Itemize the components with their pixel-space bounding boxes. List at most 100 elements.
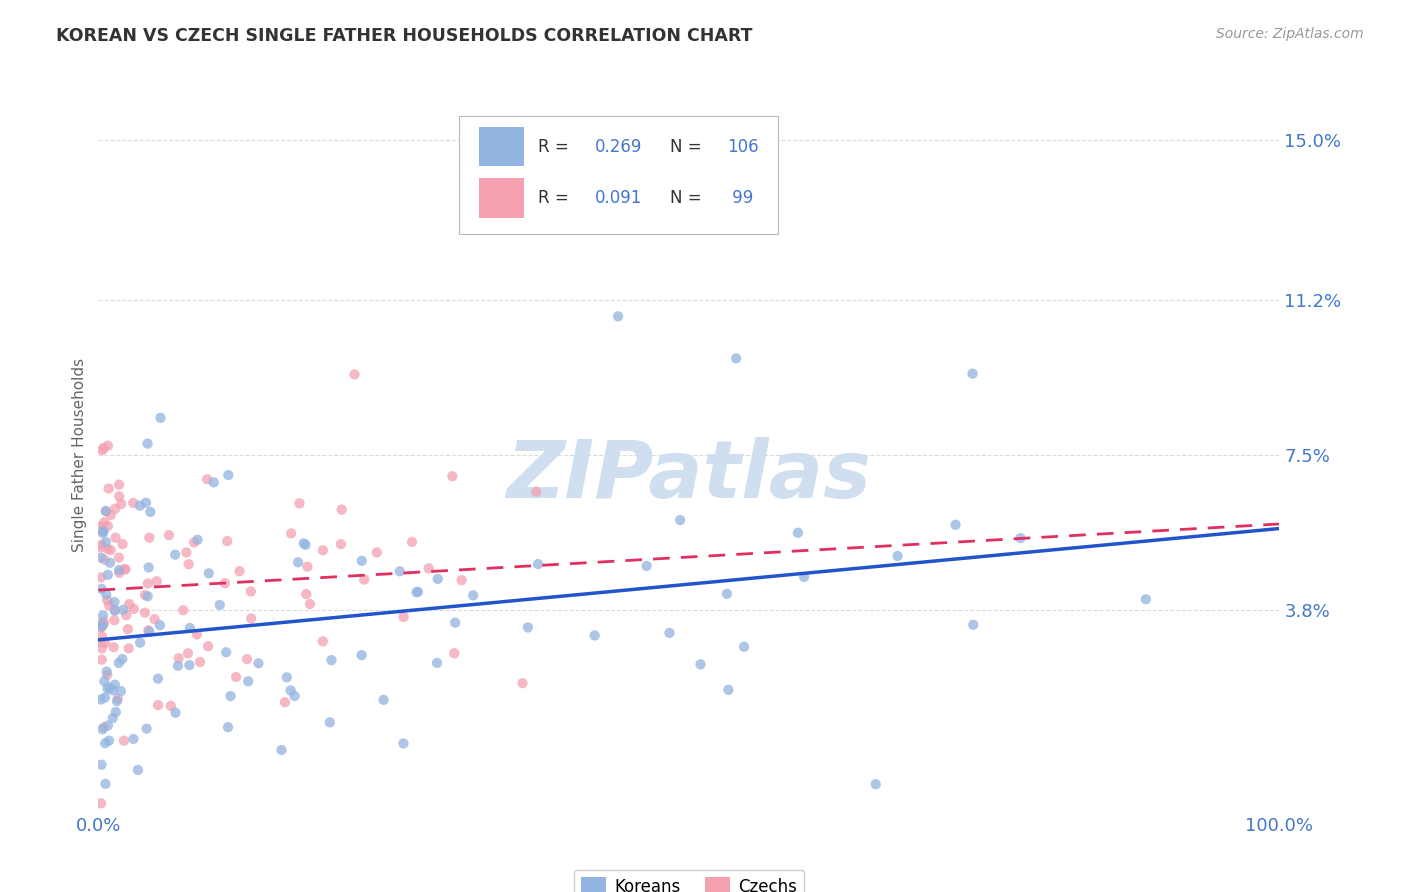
Point (97, 439, 120, 453)
Point (135, 496, 157, 510)
Point (127, 763, 149, 777)
Point (103, 613, 125, 627)
Point (669, 513, 692, 527)
Point (96, 665, 118, 679)
Point (405, 585, 427, 599)
Text: 99: 99 (727, 189, 754, 207)
Point (97, 519, 120, 533)
Point (90, 635, 112, 649)
Point (149, 410, 172, 425)
Point (108, 566, 131, 580)
Point (689, 657, 711, 672)
Point (94, 535, 117, 549)
Point (733, 640, 755, 654)
Point (108, 563, 131, 577)
Point (516, 620, 538, 634)
Point (117, 622, 139, 636)
Point (104, 531, 127, 545)
Point (312, 634, 335, 648)
Point (134, 606, 156, 620)
Point (607, 310, 630, 324)
Point (108, 489, 131, 503)
Point (583, 628, 606, 642)
Point (787, 525, 810, 540)
Point (228, 564, 250, 578)
Point (135, 722, 157, 736)
Text: 0.269: 0.269 (595, 137, 641, 155)
Point (98, 599, 121, 613)
Point (90, 519, 112, 533)
Point (94, 504, 117, 518)
Point (280, 683, 302, 698)
Point (134, 588, 156, 602)
Point (217, 468, 239, 483)
Point (177, 646, 200, 660)
FancyBboxPatch shape (458, 116, 778, 234)
Point (98, 556, 121, 570)
Point (90, 797, 112, 811)
Point (110, 684, 132, 698)
Point (108, 550, 131, 565)
Point (197, 639, 219, 653)
Point (129, 636, 152, 650)
Point (136, 576, 159, 591)
Point (401, 535, 423, 549)
Point (312, 543, 335, 558)
Point (111, 652, 134, 666)
Point (179, 658, 201, 673)
Point (295, 587, 318, 601)
Point (143, 612, 166, 626)
Point (107, 691, 129, 706)
Point (90, 629, 112, 643)
Point (97, 718, 120, 732)
Point (97, 567, 120, 582)
Point (441, 469, 464, 483)
Point (215, 645, 238, 659)
Point (292, 536, 315, 550)
Point (96, 667, 118, 681)
Point (865, 777, 887, 791)
Point (104, 678, 127, 692)
Point (90, 692, 112, 706)
Point (716, 587, 738, 601)
Point (122, 496, 145, 510)
Point (962, 617, 984, 632)
Point (94, 736, 117, 750)
Point (138, 560, 160, 574)
Point (90, 619, 112, 633)
Point (187, 533, 209, 547)
Point (343, 368, 366, 382)
Point (96, 587, 118, 601)
Point (105, 694, 128, 708)
Point (112, 562, 135, 576)
Point (294, 538, 316, 552)
Point (321, 653, 343, 667)
Point (115, 608, 138, 623)
Point (450, 573, 472, 587)
Point (280, 526, 302, 541)
Point (288, 496, 311, 510)
Point (93, 615, 115, 630)
Point (91, 443, 114, 458)
Point (392, 610, 415, 624)
Point (270, 743, 292, 757)
Point (146, 672, 169, 686)
Point (284, 689, 307, 703)
Point (100, 543, 122, 558)
Point (90, 550, 112, 565)
Point (418, 561, 440, 575)
Point (217, 534, 239, 549)
Point (426, 656, 449, 670)
Point (90, 757, 112, 772)
Point (287, 555, 309, 569)
Point (117, 641, 139, 656)
Point (96, 681, 118, 696)
Point (179, 621, 201, 635)
Point (186, 627, 208, 641)
Point (239, 584, 262, 599)
Point (122, 731, 145, 746)
Point (350, 648, 373, 662)
Text: KOREAN VS CZECH SINGLE FATHER HOUSEHOLDS CORRELATION CHART: KOREAN VS CZECH SINGLE FATHER HOUSEHOLDS… (56, 27, 752, 45)
Point (139, 505, 162, 519)
Point (274, 695, 297, 709)
